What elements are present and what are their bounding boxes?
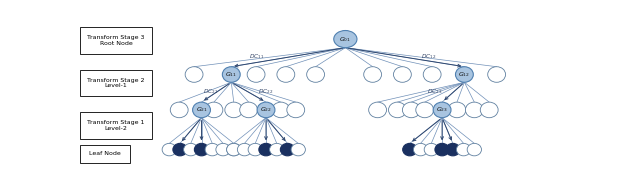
FancyBboxPatch shape [80,145,129,163]
Ellipse shape [280,143,294,156]
Ellipse shape [257,102,275,118]
Ellipse shape [222,67,240,82]
Ellipse shape [364,67,381,82]
Ellipse shape [423,67,441,82]
Text: $DC_{21}$: $DC_{21}$ [203,87,218,96]
Ellipse shape [369,102,387,118]
FancyBboxPatch shape [80,27,152,54]
Ellipse shape [185,67,203,82]
Ellipse shape [170,102,188,118]
Ellipse shape [237,143,252,156]
Ellipse shape [225,102,243,118]
Ellipse shape [287,102,305,118]
Ellipse shape [272,102,290,118]
Text: $G_{11}$: $G_{11}$ [225,70,237,79]
Ellipse shape [205,102,223,118]
Ellipse shape [162,143,177,156]
FancyBboxPatch shape [80,70,152,96]
Ellipse shape [480,102,498,118]
Ellipse shape [240,102,257,118]
Ellipse shape [173,143,187,156]
Text: Transform Stage 1
Level-2: Transform Stage 1 Level-2 [87,120,145,131]
Ellipse shape [259,143,273,156]
Text: $G_{23}$: $G_{23}$ [436,105,448,114]
Ellipse shape [333,31,357,48]
Ellipse shape [403,143,417,156]
Ellipse shape [488,67,506,82]
Ellipse shape [388,102,406,118]
Ellipse shape [403,102,420,118]
Text: $G_{01}$: $G_{01}$ [339,35,351,44]
Ellipse shape [227,143,241,156]
Ellipse shape [247,67,265,82]
Ellipse shape [277,67,295,82]
Ellipse shape [269,143,284,156]
Ellipse shape [205,143,220,156]
Ellipse shape [394,67,412,82]
Ellipse shape [456,143,470,156]
Text: $G_{22}$: $G_{22}$ [260,105,272,114]
Ellipse shape [195,143,209,156]
Text: $DC_{11}$: $DC_{11}$ [249,52,264,61]
Ellipse shape [193,102,211,118]
Text: $DC_{23}$: $DC_{23}$ [428,87,443,96]
Ellipse shape [184,143,198,156]
Ellipse shape [448,102,466,118]
Text: $DC_{12}$: $DC_{12}$ [421,52,436,61]
Ellipse shape [291,143,305,156]
Text: Leaf Node: Leaf Node [89,151,121,156]
Ellipse shape [216,143,230,156]
Text: Transform Stage 2
Level-1: Transform Stage 2 Level-1 [87,78,145,88]
Text: $G_{21}$: $G_{21}$ [195,105,207,114]
Ellipse shape [433,102,451,118]
Ellipse shape [445,143,460,156]
Ellipse shape [413,143,428,156]
Ellipse shape [227,143,241,156]
Text: $G_{12}$: $G_{12}$ [458,70,470,79]
Ellipse shape [248,143,262,156]
Ellipse shape [307,67,324,82]
Ellipse shape [456,67,474,82]
Text: $DC_{22}$: $DC_{22}$ [257,87,273,96]
Ellipse shape [465,102,483,118]
Text: Transform Stage 3
Root Node: Transform Stage 3 Root Node [87,35,145,46]
Ellipse shape [424,143,438,156]
FancyBboxPatch shape [80,112,152,139]
Ellipse shape [435,143,449,156]
Ellipse shape [467,143,481,156]
Ellipse shape [416,102,434,118]
